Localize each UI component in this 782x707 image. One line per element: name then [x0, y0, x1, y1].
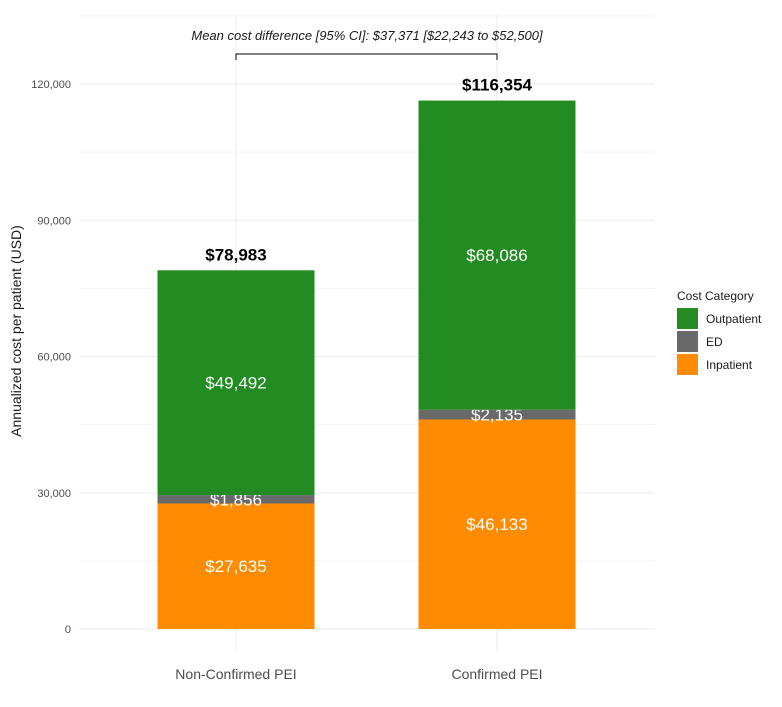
legend-label: ED [706, 335, 723, 349]
annotation-bracket [235, 53, 498, 60]
bar-segment-ed [418, 409, 576, 420]
y-tick-label: 90,000 [37, 215, 71, 227]
legend-label: Inpatient [706, 358, 753, 372]
legend-swatch-ed [677, 331, 698, 352]
y-axis-label: Annualized cost per patient (USD) [8, 225, 24, 437]
segment-value-label: $49,492 [205, 374, 266, 393]
annotation-text: Mean cost difference [95% CI]: $37,371 [… [191, 28, 543, 43]
bar-segment-outpatient [157, 270, 315, 496]
y-tick-label: 30,000 [37, 488, 71, 500]
legend-label: Outpatient [706, 312, 762, 326]
legend-swatch-outpatient [677, 308, 698, 329]
y-axis-ticks: 0 30,000 60,000 90,000 120,000 [31, 79, 71, 636]
total-value-label: $78,983 [205, 245, 266, 264]
bars: $27,635$1,856$49,492$78,983$46,133$2,135… [157, 76, 576, 629]
x-tick-label: Non-Confirmed PEI [175, 666, 296, 682]
segment-value-label: $68,086 [466, 246, 527, 265]
y-tick-label: 60,000 [37, 352, 71, 364]
x-tick-label: Confirmed PEI [451, 666, 542, 682]
legend-title: Cost Category [677, 289, 754, 303]
y-tick-label: 120,000 [31, 79, 71, 91]
total-value-label: $116,354 [462, 76, 533, 95]
segment-value-label: $27,635 [205, 557, 266, 576]
legend-swatch-inpatient [677, 354, 698, 375]
x-axis-ticks: Non-Confirmed PEI Confirmed PEI [175, 666, 542, 682]
bar-segment-outpatient [418, 100, 576, 410]
segment-value-label: $46,133 [466, 515, 527, 534]
segment-value-label: $2,135 [471, 406, 523, 425]
legend: Cost Category Outpatient ED Inpatient [677, 289, 762, 375]
bar-segment-ed [157, 495, 315, 504]
y-tick-label: 0 [65, 624, 71, 636]
bar-segment-inpatient [157, 503, 315, 629]
bar-segment-inpatient [418, 419, 576, 629]
